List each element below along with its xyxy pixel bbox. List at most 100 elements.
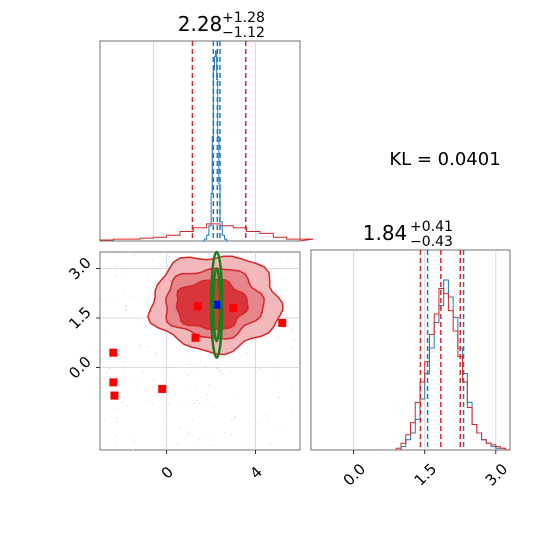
sample-dot xyxy=(259,367,262,370)
sample-dot xyxy=(208,253,210,255)
red-marker-point xyxy=(229,304,238,313)
histogram-panel-param2: 0.0 1.5 3.0 1.84 +0.41 −0.43 xyxy=(310,219,512,490)
sample-dot xyxy=(111,302,113,304)
sample-dot xyxy=(280,315,282,317)
sample-dot xyxy=(284,279,286,281)
contour-panel: 0 4 3.0 1.5 0.0 xyxy=(65,250,301,482)
sample-dot xyxy=(208,383,211,386)
sample-dot xyxy=(192,253,194,255)
sample-dot xyxy=(124,305,127,307)
panel-frame xyxy=(310,249,511,451)
sample-dot xyxy=(163,417,165,420)
green-contour-0 xyxy=(209,250,224,359)
sample-dot xyxy=(145,325,147,327)
sample-dot xyxy=(148,401,151,403)
sample-dot xyxy=(155,352,157,354)
histogram-panel-param1: 2.28 +1.28 −1.12 xyxy=(99,10,314,242)
sample-dot xyxy=(177,443,179,445)
sample-dot xyxy=(245,351,248,354)
sample-dot xyxy=(152,260,154,262)
y-tick-label: 1.5 xyxy=(65,303,95,333)
sample-dot xyxy=(165,443,167,446)
sample-dot xyxy=(283,326,285,328)
blue-marker-point xyxy=(214,300,221,309)
sample-dot xyxy=(115,266,117,268)
red-marker-point xyxy=(191,333,200,342)
sample-dot xyxy=(168,366,170,369)
sample-dot xyxy=(198,439,200,441)
y-tick-label: 0.0 xyxy=(65,353,95,383)
sample-dot xyxy=(169,380,171,382)
sample-dot xyxy=(168,403,170,405)
sample-dot xyxy=(124,372,126,374)
sample-dot xyxy=(207,438,209,441)
sample-dot xyxy=(276,367,278,369)
sample-dot xyxy=(188,403,190,405)
sample-dot xyxy=(166,265,169,267)
x-tick-label: 3.0 xyxy=(482,460,512,490)
sample-dot xyxy=(152,378,155,380)
sample-dot xyxy=(224,432,226,434)
sample-dot xyxy=(115,445,117,447)
histogram-series-0 xyxy=(202,50,229,242)
param2-title-main: 1.84 xyxy=(363,221,408,245)
gridlines xyxy=(152,41,256,241)
sample-dot xyxy=(213,406,215,408)
gridlines xyxy=(353,250,497,450)
sample-dot xyxy=(269,443,271,445)
sample-dot xyxy=(219,369,222,372)
sample-dot xyxy=(210,444,212,446)
red-marker-point xyxy=(278,318,287,327)
histogram-series-1 xyxy=(99,223,314,242)
red-marker-point xyxy=(193,302,202,311)
x-tick-label: 0.0 xyxy=(340,460,370,490)
sample-dot xyxy=(199,361,202,363)
sample-dot xyxy=(205,365,207,368)
sample-dot xyxy=(278,336,280,339)
sample-dot xyxy=(189,362,191,364)
sample-dot xyxy=(124,292,126,294)
sample-dot xyxy=(196,399,198,401)
param2-title: 1.84 xyxy=(363,221,408,245)
sample-dot xyxy=(162,445,164,447)
sample-dot xyxy=(109,376,111,378)
sample-dot xyxy=(122,401,124,403)
sample-dot xyxy=(233,393,235,395)
sample-dot xyxy=(115,435,118,438)
sample-dot xyxy=(134,439,136,441)
sample-dot xyxy=(133,254,135,256)
sample-dot xyxy=(152,402,154,404)
sample-dot xyxy=(188,349,190,351)
param2-title-sup: +0.41 xyxy=(410,219,453,235)
sample-dot xyxy=(106,372,108,374)
sample-dot xyxy=(117,253,119,255)
red-marker-point xyxy=(158,384,167,393)
sample-dot xyxy=(108,367,111,369)
sample-dot xyxy=(123,271,125,273)
sample-dot xyxy=(168,255,170,258)
sample-dot xyxy=(187,434,189,436)
sample-dot xyxy=(139,344,141,347)
sample-dot xyxy=(100,378,103,380)
param1-title-sub: −1.12 xyxy=(222,25,265,41)
histogram-marks xyxy=(99,41,314,242)
x-tick-label: 0 xyxy=(158,463,177,482)
sample-dot xyxy=(145,284,147,287)
sample-dot xyxy=(193,402,195,404)
param1-title: 2.28 xyxy=(178,12,223,36)
sample-dot xyxy=(187,374,189,376)
sample-dot xyxy=(257,422,259,424)
sample-dot xyxy=(101,299,103,301)
sample-dot xyxy=(147,274,149,276)
sample-dot xyxy=(277,381,279,383)
sample-dot xyxy=(199,402,201,405)
sample-dot xyxy=(287,257,289,259)
sample-dot xyxy=(160,269,162,271)
param2-title-sub: −0.43 xyxy=(410,234,453,250)
sample-dot xyxy=(132,449,134,451)
sample-dot xyxy=(145,390,147,392)
sample-dot xyxy=(116,417,118,419)
sample-dot xyxy=(189,431,191,433)
sample-dot xyxy=(221,373,223,375)
